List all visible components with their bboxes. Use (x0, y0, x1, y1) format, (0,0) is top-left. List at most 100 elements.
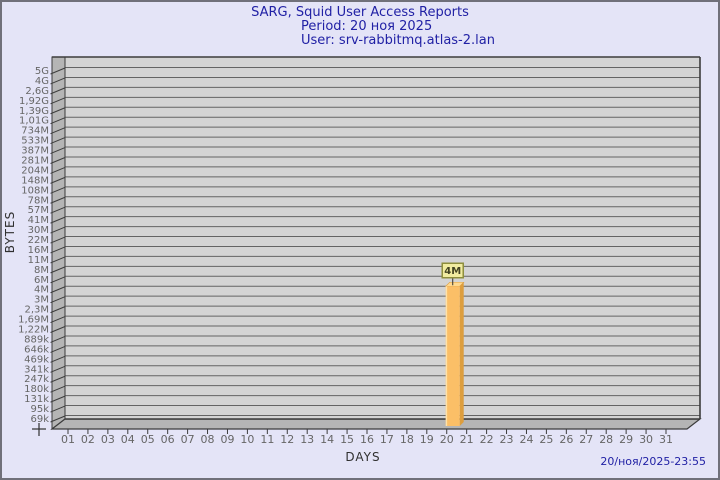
x-tick-label: 14 (320, 433, 334, 446)
y-tick-label: 341k (24, 364, 49, 375)
x-tick-label: 30 (639, 433, 653, 446)
y-tick-label: 3M (34, 295, 49, 306)
y-tick-label: 148M (21, 175, 49, 186)
report-user: User: srv-rabbitmq.atlas-2.lan (301, 33, 495, 48)
report-period: Period: 20 ноя 2025 (301, 19, 433, 34)
y-tick-connector (50, 206, 66, 214)
y-tick-connector (50, 97, 66, 105)
y-tick-connector (50, 186, 66, 194)
y-tick-connector (50, 107, 66, 115)
y-tick-connector (50, 77, 66, 85)
y-tick-label: 108M (21, 185, 49, 196)
y-tick-connector (50, 345, 66, 353)
x-tick-label: 08 (201, 433, 215, 446)
y-tick-label: 30M (28, 225, 49, 236)
y-tick-connector (50, 226, 66, 234)
y-tick-connector (50, 87, 66, 95)
x-tick-label: 27 (579, 433, 593, 446)
y-tick-connector (50, 236, 66, 244)
x-tick-label: 06 (161, 433, 175, 446)
page-title: SARG, Squid User Access Reports (251, 5, 469, 20)
y-tick-label: 5G (35, 66, 49, 77)
y-tick-label: 95k (30, 404, 49, 415)
generation-timestamp: 20/ноя/2025-23:55 (600, 455, 706, 468)
x-tick-label: 20 (440, 433, 454, 446)
y-tick-connector (50, 296, 66, 304)
y-tick-label: 1,22M (18, 325, 49, 336)
y-tick-connector (50, 266, 66, 274)
x-tick-label: 15 (340, 433, 354, 446)
y-tick-connector (50, 415, 66, 423)
y-tick-connector (50, 147, 66, 155)
y-tick-label: 889k (24, 334, 49, 345)
y-tick-label: 646k (24, 344, 49, 355)
y-tick-connector (50, 365, 66, 373)
y-tick-connector (50, 375, 66, 383)
y-tick-label: 387M (21, 146, 49, 157)
y-tick-label: 131k (24, 394, 49, 405)
x-tick-label: 11 (260, 433, 274, 446)
x-tick-label: 24 (519, 433, 533, 446)
y-tick-connector (50, 316, 66, 324)
chart-plot-area (65, 57, 700, 419)
x-tick-label: 02 (81, 433, 95, 446)
y-tick-connector (50, 405, 66, 413)
y-tick-label: 22M (28, 235, 49, 246)
x-tick-label: 04 (121, 433, 135, 446)
y-tick-label: 11M (28, 255, 49, 266)
x-tick-label: 25 (539, 433, 553, 446)
y-tick-label: 41M (28, 215, 49, 226)
y-tick-connector (50, 196, 66, 204)
y-tick-connector (50, 246, 66, 254)
y-tick-label: 734M (21, 126, 49, 137)
x-tick-label: 13 (300, 433, 314, 446)
y-tick-label: 4M (34, 285, 49, 296)
y-tick-connector (50, 216, 66, 224)
x-tick-label: 22 (480, 433, 494, 446)
y-tick-label: 78M (28, 195, 49, 206)
x-tick-label: 12 (280, 433, 294, 446)
y-tick-label: 8M (34, 265, 49, 276)
x-tick-label: 17 (380, 433, 394, 446)
y-tick-connector (50, 166, 66, 174)
y-tick-label: 57M (28, 205, 49, 216)
y-tick-label: 180k (24, 384, 49, 395)
y-tick-connector (50, 326, 66, 333)
x-tick-label: 19 (420, 433, 434, 446)
x-tick-label: 29 (619, 433, 633, 446)
y-tick-label: 69k (30, 414, 49, 425)
y-tick-label: 4G (35, 76, 49, 87)
data-bar (445, 286, 460, 426)
data-bar-side (459, 282, 464, 426)
y-tick-label: 2,6G (25, 86, 49, 97)
y-tick-label: 2,3M (24, 305, 49, 316)
y-tick-label: 469k (24, 354, 49, 365)
x-tick-label: 09 (220, 433, 234, 446)
x-tick-label: 01 (61, 433, 75, 446)
y-tick-connector (50, 385, 66, 393)
y-tick-connector (50, 127, 66, 135)
y-tick-connector (50, 67, 66, 75)
x-tick-label: 31 (659, 433, 673, 446)
x-tick-label: 07 (181, 433, 195, 446)
y-tick-label: 1,01G (19, 116, 49, 127)
y-tick-label: 533M (21, 136, 49, 147)
y-tick-label: 1,69M (18, 315, 49, 326)
y-tick-connector (50, 395, 66, 403)
y-tick-label: 204M (21, 165, 49, 176)
x-axis-title: DAYS (345, 450, 381, 464)
y-tick-connector (50, 117, 66, 125)
y-tick-label: 1,39G (19, 106, 49, 117)
x-tick-label: 23 (500, 433, 514, 446)
y-axis-title: BYTES (3, 210, 17, 254)
y-tick-label: 6M (34, 275, 49, 286)
y-tick-connector (50, 256, 66, 264)
y-tick-connector (50, 176, 66, 184)
y-tick-connector (50, 276, 66, 284)
y-tick-label: 1,92G (19, 96, 49, 107)
y-tick-label: 247k (24, 374, 49, 385)
x-tick-label: 16 (360, 433, 374, 446)
y-tick-connector (50, 157, 66, 164)
